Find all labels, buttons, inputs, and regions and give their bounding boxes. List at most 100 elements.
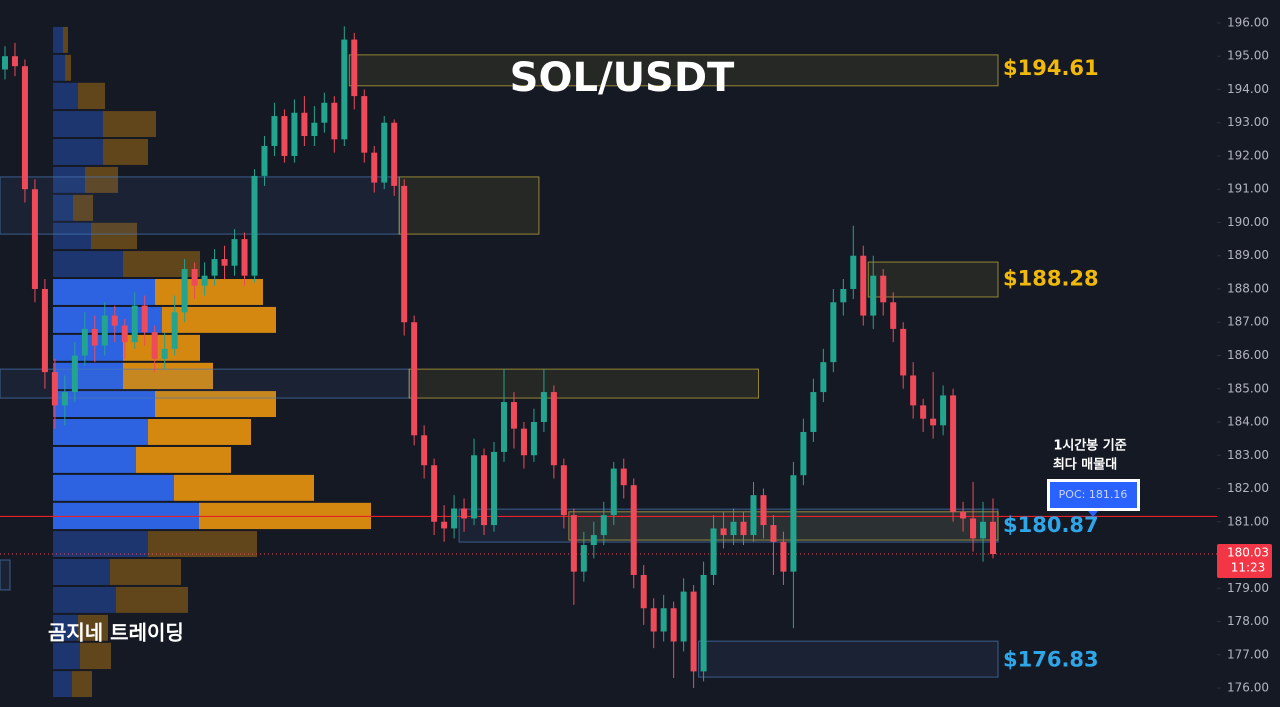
y-tick-label: 186.00 [1227,348,1269,362]
y-tick-label: 193.00 [1227,115,1269,129]
poc-label: POC: 181.16 [1059,488,1128,501]
profile-sell-bar [72,671,92,698]
profile-buy-bar [53,474,174,501]
profile-sell-bar [103,139,148,165]
candle-body [720,528,727,536]
candle-body [181,269,188,313]
y-tick-label: 182.00 [1227,481,1269,495]
candle-body [31,189,38,289]
profile-buy-bar [53,251,123,278]
profile-sell-bar [80,642,111,670]
candle-body [301,112,308,137]
profile-buy-bar [53,559,110,585]
candle-body [910,375,917,406]
candle-body [970,518,977,539]
profile-buy-bar [53,614,78,641]
last-price-label: 180.03 [1227,546,1269,560]
y-tick-label: 196.00 [1227,15,1269,29]
candle-body [600,515,607,536]
y-tick-label: 183.00 [1227,448,1269,462]
candle-body [361,96,368,153]
candle-body [61,392,68,406]
profile-buy-bar [53,166,85,193]
y-tick-label: 181.00 [1227,514,1269,528]
candle-body [830,302,837,363]
candle-body [590,535,597,546]
candle-body [171,312,178,349]
candle-body [940,395,947,426]
poc-box-inner [1050,482,1137,508]
profile-buy-bar [53,671,72,698]
price-axis: 176.00177.00178.00179.00180.00181.00182.… [1217,15,1272,695]
candle-body [461,508,468,519]
candle-body [271,116,278,146]
candle-body [900,328,907,376]
profile-sell-bar [63,26,68,53]
candle-body [620,468,627,486]
annotation-line: 최다 매물대 [1053,457,1117,473]
profile-buy-bar [53,82,78,110]
candle-body [481,455,488,526]
profile-sell-bar [73,194,93,221]
profile-sell-bar [136,446,231,473]
y-tick-label: 177.00 [1227,647,1269,661]
y-tick-label: 192.00 [1227,148,1269,162]
level-label: $188.28 [1003,267,1099,291]
candle-body [780,541,787,572]
candle-body [351,39,358,97]
zone [698,640,999,678]
candle-body [221,259,228,266]
profile-sell-bar [78,614,108,641]
level-label: $194.61 [1003,56,1099,80]
candle-body [980,521,987,539]
candle-body [191,269,198,286]
candle-body [321,102,328,123]
y-tick-label: 176.00 [1227,681,1269,695]
candle-body [131,305,138,343]
profile-sell-bar [65,54,71,81]
candle-body [331,102,338,140]
candle-body [630,485,637,575]
annotations: SOL/USDT 곰지네 트레이딩 1시간봉 기준 최다 매물대 $194.61… [48,55,1140,671]
watermark: 곰지네 트레이딩 [48,621,184,645]
candle-body [770,525,777,542]
last-time-label: 11:23 [1231,561,1266,575]
candle-body [1,56,8,70]
profile-buy-bar [53,586,116,613]
profile-sell-bar [85,166,118,193]
candle-body [950,395,957,512]
profile-buy-bar [53,419,148,445]
profile-buy-bar [53,26,63,53]
candle-body [471,455,478,519]
candle-body [510,402,517,429]
candle-body [860,255,867,316]
zone [0,559,11,591]
candle-body [21,66,28,190]
y-tick-label: 188.00 [1227,281,1269,295]
candle-body [990,521,997,555]
y-tick-label: 178.00 [1227,614,1269,628]
candle-body [411,322,418,436]
profile-sell-bar [91,222,137,250]
candle-body [500,402,507,452]
candle-body [251,175,258,276]
y-tick-label: 191.00 [1227,182,1269,196]
candle-body [820,362,827,393]
candle-body [560,465,567,516]
y-tick-label: 185.00 [1227,381,1269,395]
candle-body [920,405,927,419]
candle-body [750,495,757,536]
candle-body [930,418,937,426]
candle-body [431,465,438,522]
profile-buy-bar [53,111,103,138]
y-tick-label: 194.00 [1227,82,1269,96]
profile-buy-bar [53,334,123,361]
candle-body [810,392,817,432]
candle-body [640,574,647,609]
level-label: $180.87 [1003,513,1099,537]
candle-body [870,275,877,316]
candle-body [710,528,717,575]
candle-body [650,608,657,632]
